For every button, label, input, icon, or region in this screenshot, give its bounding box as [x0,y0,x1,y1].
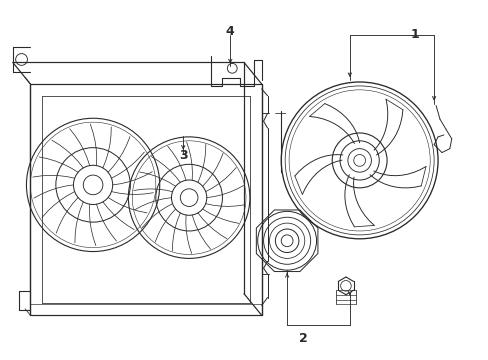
Text: 3: 3 [179,149,187,162]
Text: 1: 1 [409,28,418,41]
Text: 4: 4 [225,24,234,37]
Text: 2: 2 [299,332,307,345]
